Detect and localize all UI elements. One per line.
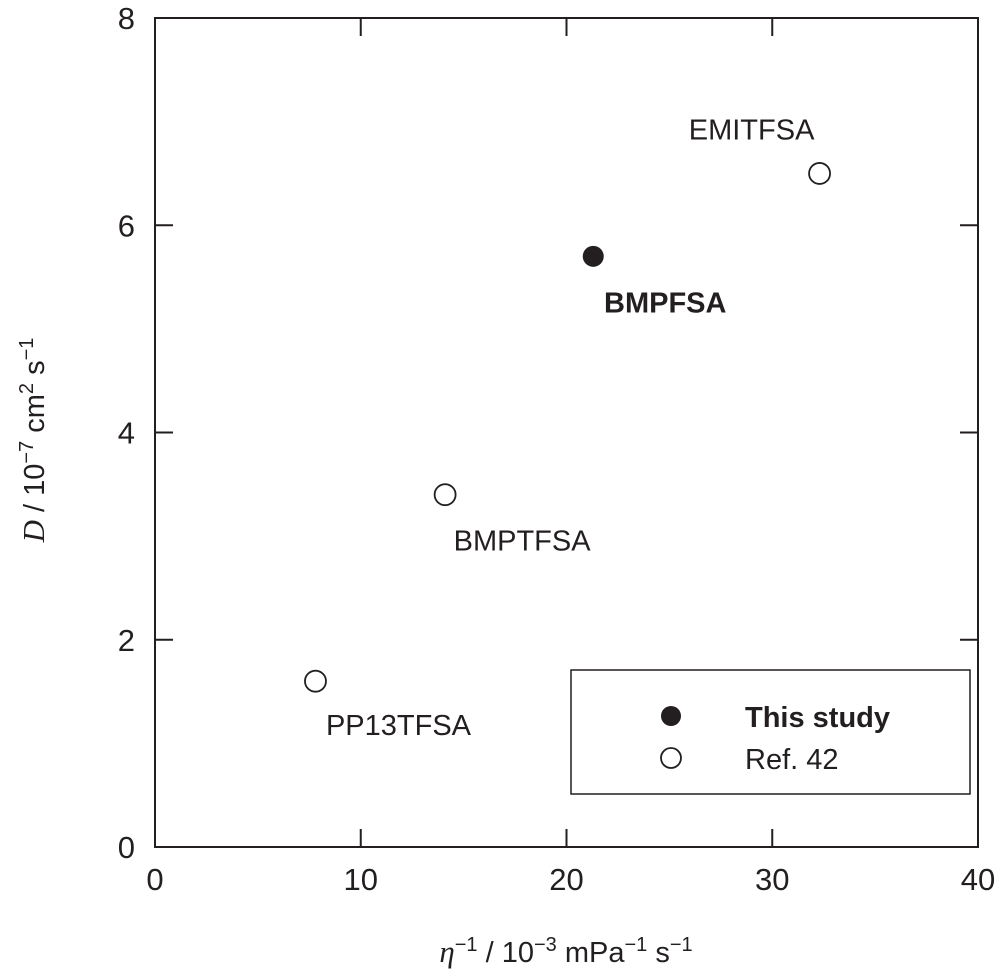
y-tick-label: 0 (118, 830, 135, 865)
data-point-bmptfsa (433, 483, 457, 507)
x-tick-label: 30 (755, 862, 789, 897)
x-tick-label: 0 (146, 862, 163, 897)
legend-marker-ref42 (660, 747, 682, 769)
legend-label-this-study: This study (745, 702, 890, 734)
data-point-pp13tfsa (304, 669, 327, 693)
data-point-emitfsa (808, 162, 831, 185)
x-tick-label: 40 (961, 862, 995, 897)
x-tick-label: 10 (344, 862, 378, 897)
legend-label-ref42: Ref. 42 (745, 744, 839, 776)
point-label-pp13tfsa: PP13TFSA (326, 710, 472, 742)
y-axis-title: D / 10−7 cm2 s−1 (16, 338, 51, 544)
point-label-bmpfsa: BMPFSA (604, 287, 727, 319)
legend-box (570, 669, 971, 795)
legend-marker-this-study (661, 706, 681, 726)
y-tick-label: 8 (118, 1, 135, 36)
x-axis-title: η−1 / 10−3 mPa−1 s−1 (439, 934, 692, 969)
point-label-bmptfsa: BMPTFSA (454, 526, 592, 558)
x-tick-label: 20 (549, 862, 583, 897)
ticks (155, 18, 978, 847)
point-labels: BMPFSA EMITFSA BMPTFSA PP13TFSA (326, 114, 815, 742)
y-tick-label: 2 (118, 623, 135, 658)
tick-labels: 0 10 20 30 40 0 2 4 6 8 (118, 1, 995, 897)
data-points (304, 162, 831, 693)
point-label-emitfsa: EMITFSA (689, 114, 815, 146)
y-tick-label: 4 (118, 416, 135, 451)
y-tick-label: 6 (118, 208, 135, 243)
y-axis-symbol: D (16, 520, 51, 543)
legend: This study Ref. 42 (570, 669, 971, 795)
data-point-bmpfsa (582, 245, 604, 267)
x-axis-symbol: η (439, 934, 454, 969)
